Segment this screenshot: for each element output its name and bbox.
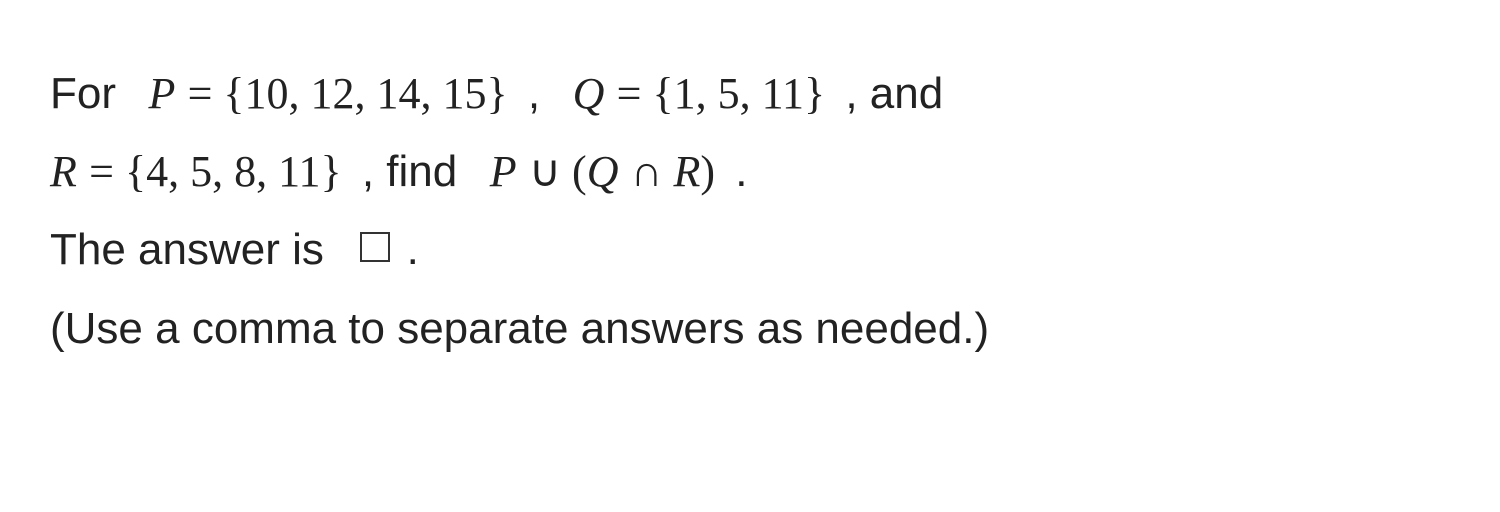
eq-1: = xyxy=(188,69,224,118)
expr-P: P xyxy=(490,147,517,196)
line-3: The answer is . xyxy=(50,216,1450,284)
line-1: For P = {10, 12, 14, 15} , Q = {1, 5, 11… xyxy=(50,60,1450,128)
line-4: (Use a comma to separate answers as need… xyxy=(50,295,1450,363)
expr-cup: ∪ xyxy=(529,147,572,196)
comma-2: , xyxy=(845,69,857,118)
setP-close: } xyxy=(487,69,508,118)
text-hint: (Use a comma to separate answers as need… xyxy=(50,304,989,353)
setQ-elems: 1, 5, 11 xyxy=(674,69,804,118)
line-2: R = {4, 5, 8, 11} , find P ∪ (Q ∩ R) . xyxy=(50,138,1450,206)
setQ-close: } xyxy=(804,69,825,118)
expr-lparen: ( xyxy=(572,147,587,196)
setP-open: { xyxy=(223,69,244,118)
text-for: For xyxy=(50,69,116,118)
text-and: and xyxy=(870,69,943,118)
problem-container: For P = {10, 12, 14, 15} , Q = {1, 5, 11… xyxy=(0,0,1500,363)
comma-1: , xyxy=(528,69,540,118)
setR-elems: 4, 5, 8, 11 xyxy=(146,147,320,196)
var-P: P xyxy=(148,69,175,118)
period-1: . xyxy=(735,147,747,196)
answer-input-box[interactable] xyxy=(360,232,390,262)
setQ-open: { xyxy=(652,69,673,118)
eq-3: = xyxy=(89,147,125,196)
var-R: R xyxy=(50,147,77,196)
setP-elems: 10, 12, 14, 15 xyxy=(245,69,487,118)
period-2: . xyxy=(407,225,419,274)
expr-rparen: ) xyxy=(700,147,715,196)
text-find: find xyxy=(386,147,469,196)
eq-2: = xyxy=(617,69,653,118)
expr-R: R xyxy=(674,147,701,196)
setR-open: { xyxy=(125,147,146,196)
expr-Q: Q xyxy=(587,147,619,196)
setR-close: } xyxy=(320,147,341,196)
expr-cap: ∩ xyxy=(631,147,674,196)
comma-3: , xyxy=(362,147,374,196)
var-Q: Q xyxy=(573,69,605,118)
text-answer-is: The answer is xyxy=(50,225,324,274)
